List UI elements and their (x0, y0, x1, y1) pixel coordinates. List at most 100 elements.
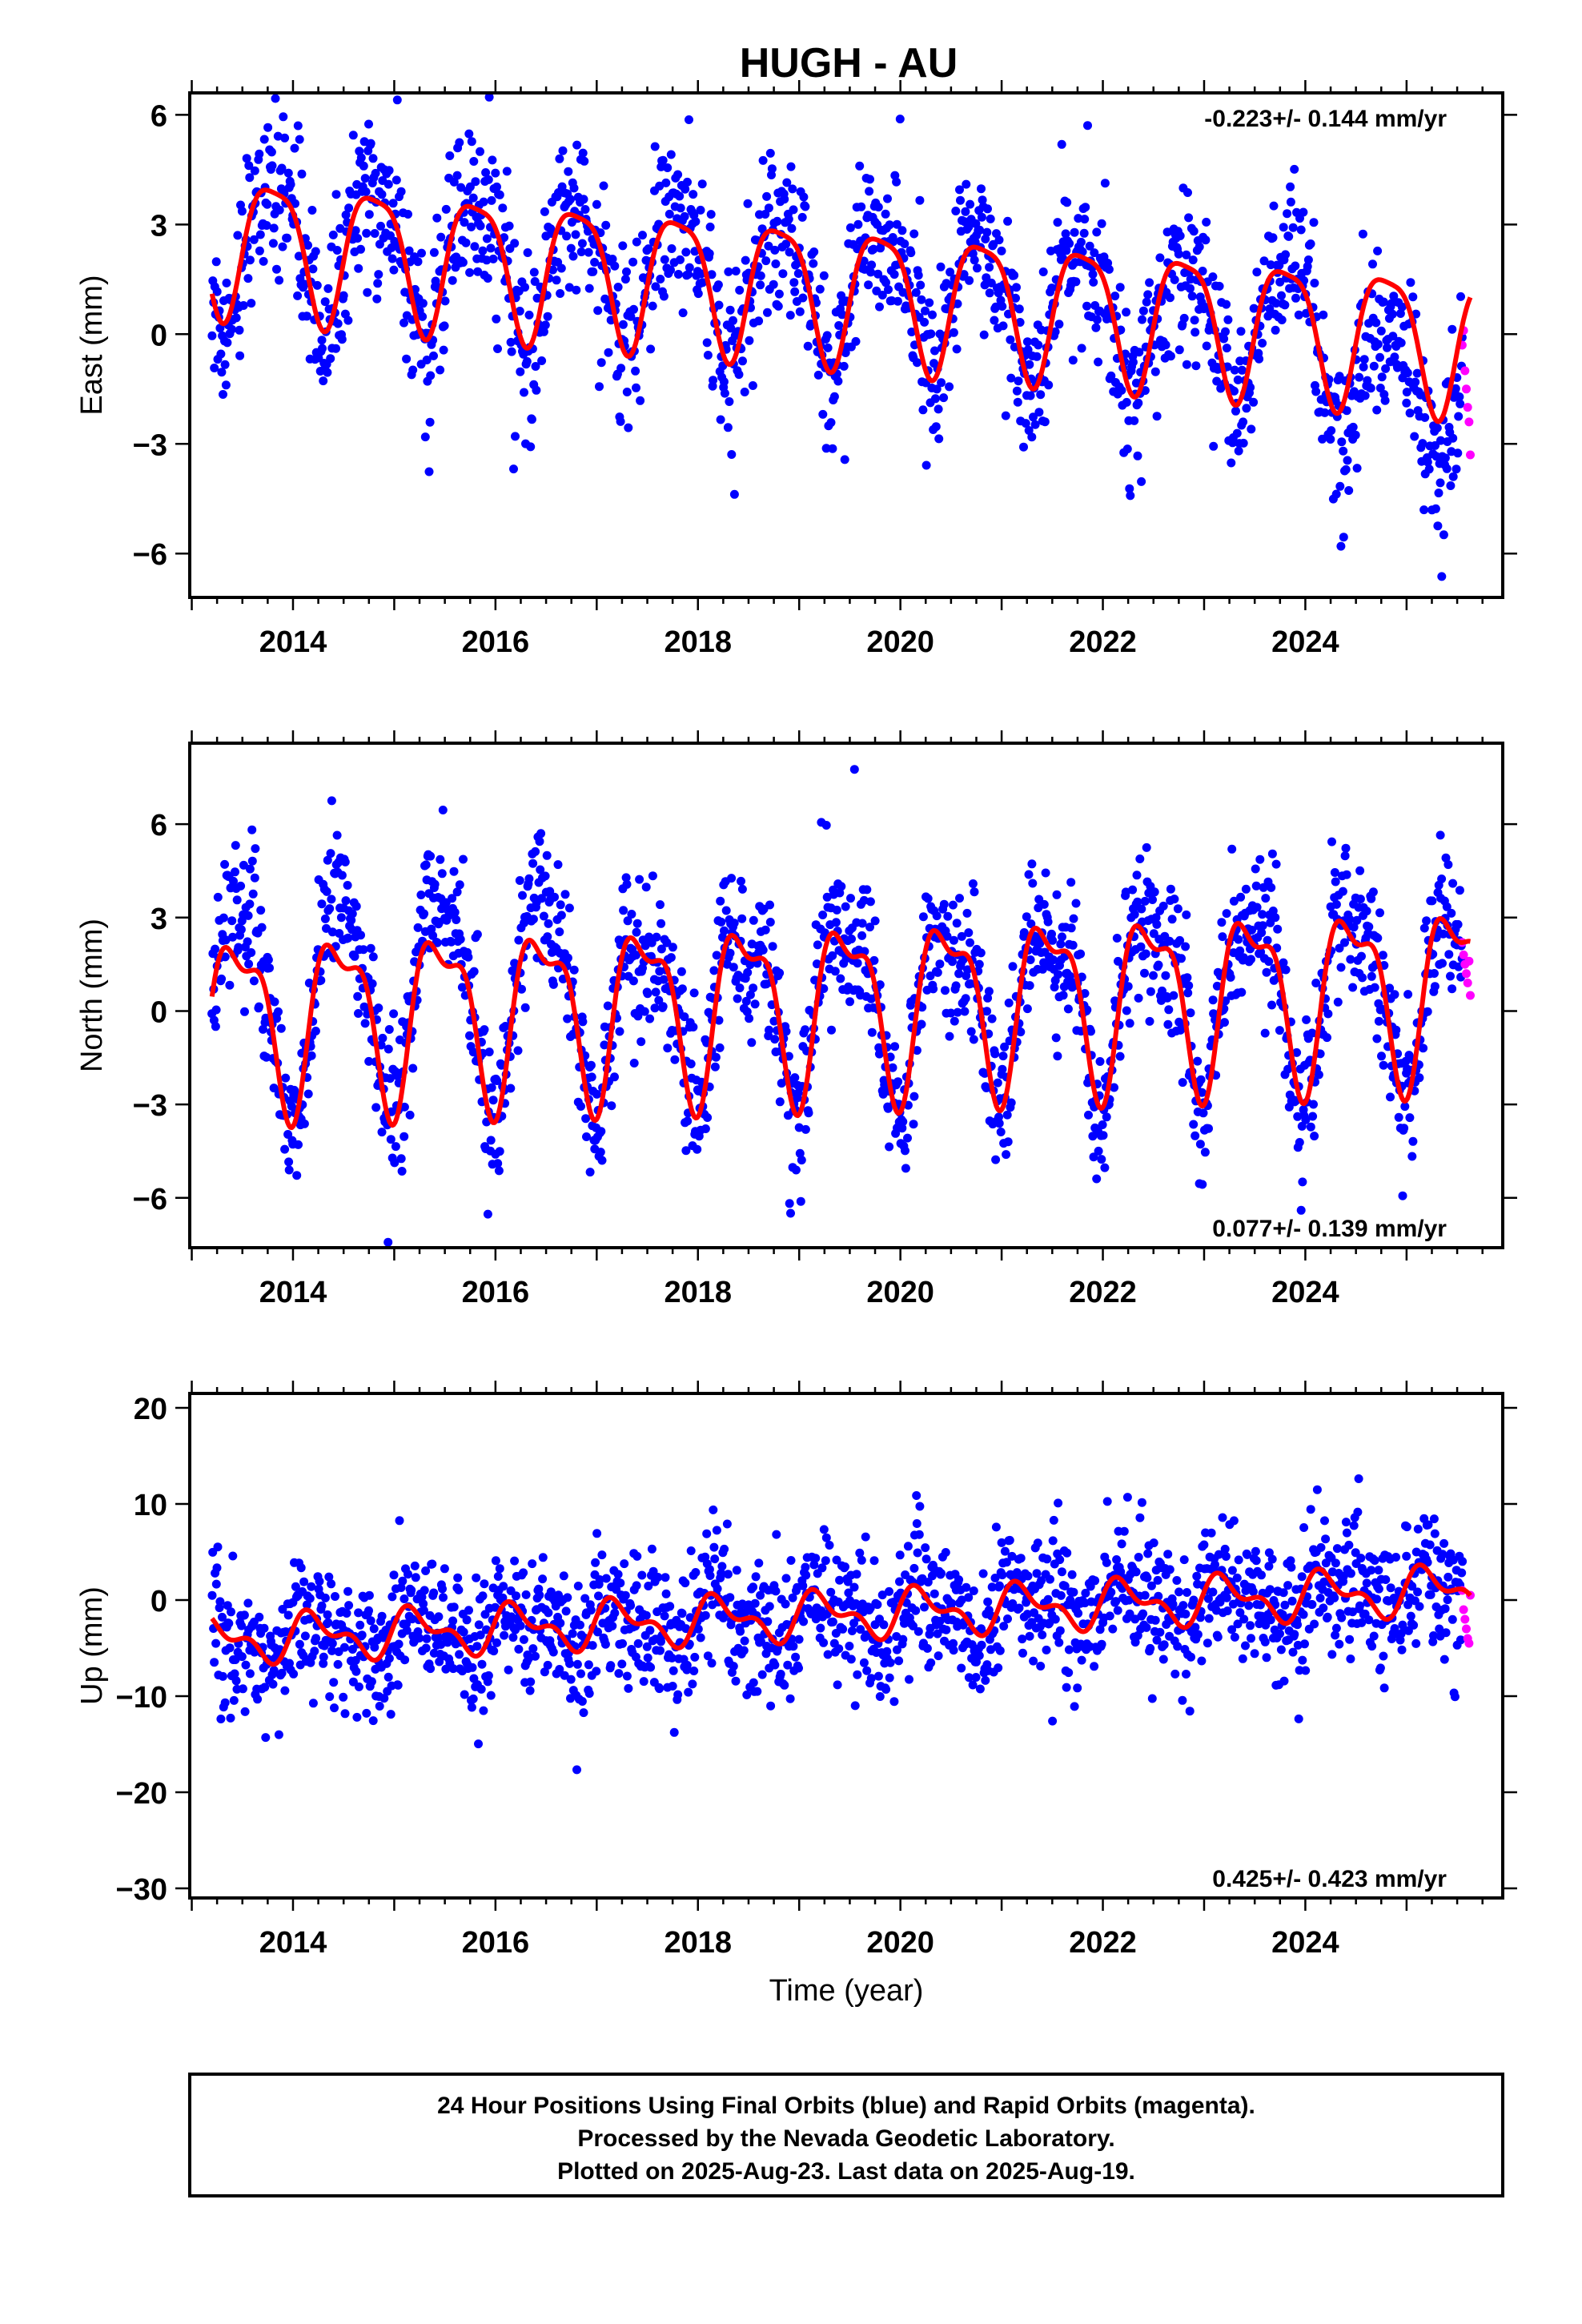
up-final-orbit-point (895, 1577, 904, 1586)
up-final-orbit-point (220, 1698, 230, 1707)
north-final-orbit-point (1298, 1177, 1307, 1187)
north-final-orbit-point (1261, 894, 1271, 903)
up-final-orbit-point (476, 1630, 485, 1640)
north-final-orbit-point (524, 874, 534, 883)
up-final-orbit-point (1032, 1569, 1042, 1578)
east-final-orbit-point (978, 195, 987, 205)
north-final-orbit-point (1152, 919, 1162, 929)
north-final-orbit-point (1142, 842, 1151, 852)
east-final-orbit-point (803, 341, 813, 351)
north-final-orbit-point (897, 1124, 907, 1133)
north-final-orbit-point (1141, 949, 1150, 959)
north-final-orbit-point (408, 1063, 418, 1073)
up-final-orbit-point (971, 1673, 981, 1682)
east-final-orbit-point (756, 271, 765, 280)
east-final-orbit-point (666, 265, 675, 275)
up-final-orbit-point (528, 1644, 538, 1654)
east-final-orbit-point (1071, 277, 1081, 287)
up-final-orbit-point (853, 1670, 862, 1679)
up-final-orbit-point (828, 1617, 837, 1626)
north-final-orbit-point (1022, 912, 1031, 922)
up-final-orbit-point (448, 1664, 458, 1674)
up-final-orbit-point (426, 1664, 436, 1674)
up-final-orbit-point (311, 1634, 321, 1643)
north-final-orbit-point (867, 1027, 877, 1037)
east-final-orbit-point (1234, 446, 1243, 456)
up-final-orbit-point (568, 1629, 577, 1638)
up-final-orbit-point (366, 1616, 375, 1626)
north-final-orbit-point (830, 967, 840, 976)
up-final-orbit-point (477, 1659, 487, 1669)
up-final-orbit-point (709, 1542, 719, 1552)
east-final-orbit-point (930, 346, 939, 356)
east-final-orbit-point (1309, 218, 1319, 227)
north-final-orbit-point (351, 902, 361, 911)
east-final-orbit-point (556, 289, 565, 298)
north-final-orbit-point (1128, 885, 1138, 895)
north-final-orbit-point (845, 997, 854, 1007)
north-final-orbit-point (737, 914, 747, 923)
up-final-orbit-point (588, 1641, 597, 1651)
north-final-orbit-point (640, 1007, 649, 1016)
north-final-orbit-point (325, 904, 335, 914)
north-final-orbit-point (397, 1167, 407, 1176)
north-final-orbit-point (1439, 929, 1448, 939)
up-final-orbit-point (785, 1694, 795, 1703)
up-final-orbit-point (655, 1684, 665, 1694)
east-final-orbit-point (1380, 396, 1390, 405)
up-final-orbit-point (357, 1630, 367, 1640)
east-final-orbit-point (1150, 367, 1160, 376)
east-final-orbit-point (1062, 198, 1072, 207)
east-final-orbit-point (1446, 481, 1456, 490)
up-final-orbit-point (1046, 1574, 1054, 1584)
east-final-orbit-point (303, 240, 312, 250)
north-final-orbit-point (945, 1031, 954, 1041)
east-final-orbit-point (341, 210, 351, 219)
east-rapid-orbit-point (1460, 366, 1470, 376)
up-final-orbit-point (921, 1554, 931, 1564)
north-x-tick-label: 2014 (259, 1276, 327, 1309)
east-final-orbit-point (436, 232, 446, 242)
north-final-orbit-point (683, 1116, 693, 1126)
up-final-orbit-point (857, 1555, 866, 1565)
east-final-orbit-point (255, 230, 265, 239)
up-final-orbit-point (661, 1573, 670, 1582)
up-final-orbit-point (449, 1602, 459, 1612)
up-final-orbit-point (709, 1505, 718, 1514)
up-final-orbit-point (1042, 1554, 1052, 1564)
up-final-orbit-point (838, 1624, 848, 1634)
north-final-orbit-point (1385, 983, 1395, 993)
east-final-orbit-point (1131, 378, 1141, 388)
north-final-orbit-point (1089, 1152, 1098, 1162)
east-final-orbit-point (1303, 262, 1312, 271)
north-final-orbit-point (1198, 1180, 1207, 1189)
north-final-orbit-point (520, 1003, 530, 1012)
east-final-orbit-point (998, 321, 1008, 331)
east-final-orbit-point (713, 280, 723, 290)
north-final-orbit-point (961, 994, 970, 1003)
up-final-orbit-point (580, 1594, 590, 1603)
north-final-orbit-point (1375, 908, 1384, 918)
east-final-orbit-point (1339, 446, 1348, 456)
up-final-orbit-point (1018, 1634, 1027, 1644)
north-final-orbit-point (1405, 1113, 1415, 1123)
north-final-orbit-point (1086, 1027, 1095, 1036)
up-final-orbit-point (421, 1566, 431, 1575)
north-final-orbit-point (1071, 899, 1081, 908)
east-final-orbit-point (789, 278, 799, 287)
north-final-orbit-point (304, 979, 314, 987)
east-final-orbit-point (622, 388, 632, 396)
up-final-orbit-point (592, 1667, 601, 1676)
north-final-orbit-point (1038, 964, 1047, 974)
north-final-orbit-point (819, 984, 829, 993)
east-final-orbit-point (1447, 324, 1457, 334)
east-final-orbit-point (1268, 233, 1278, 243)
north-final-orbit-point (1125, 1019, 1134, 1028)
up-final-orbit-point (417, 1592, 427, 1602)
east-final-orbit-point (761, 256, 771, 266)
north-final-orbit-point (211, 944, 220, 954)
east-final-orbit-point (275, 275, 284, 285)
east-final-orbit-point (580, 205, 590, 214)
up-final-orbit-point (954, 1575, 964, 1585)
east-final-orbit-point (799, 192, 809, 202)
